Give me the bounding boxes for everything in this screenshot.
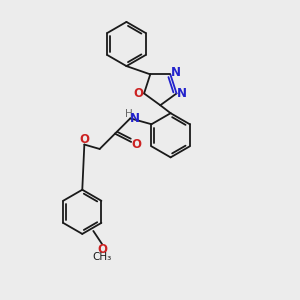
Text: O: O — [134, 87, 144, 100]
Text: CH₃: CH₃ — [92, 252, 112, 262]
Text: N: N — [129, 112, 140, 125]
Text: N: N — [177, 87, 187, 100]
Text: N: N — [171, 66, 181, 80]
Text: H: H — [125, 109, 133, 119]
Text: O: O — [131, 138, 142, 151]
Text: O: O — [98, 243, 108, 256]
Text: O: O — [79, 133, 89, 146]
